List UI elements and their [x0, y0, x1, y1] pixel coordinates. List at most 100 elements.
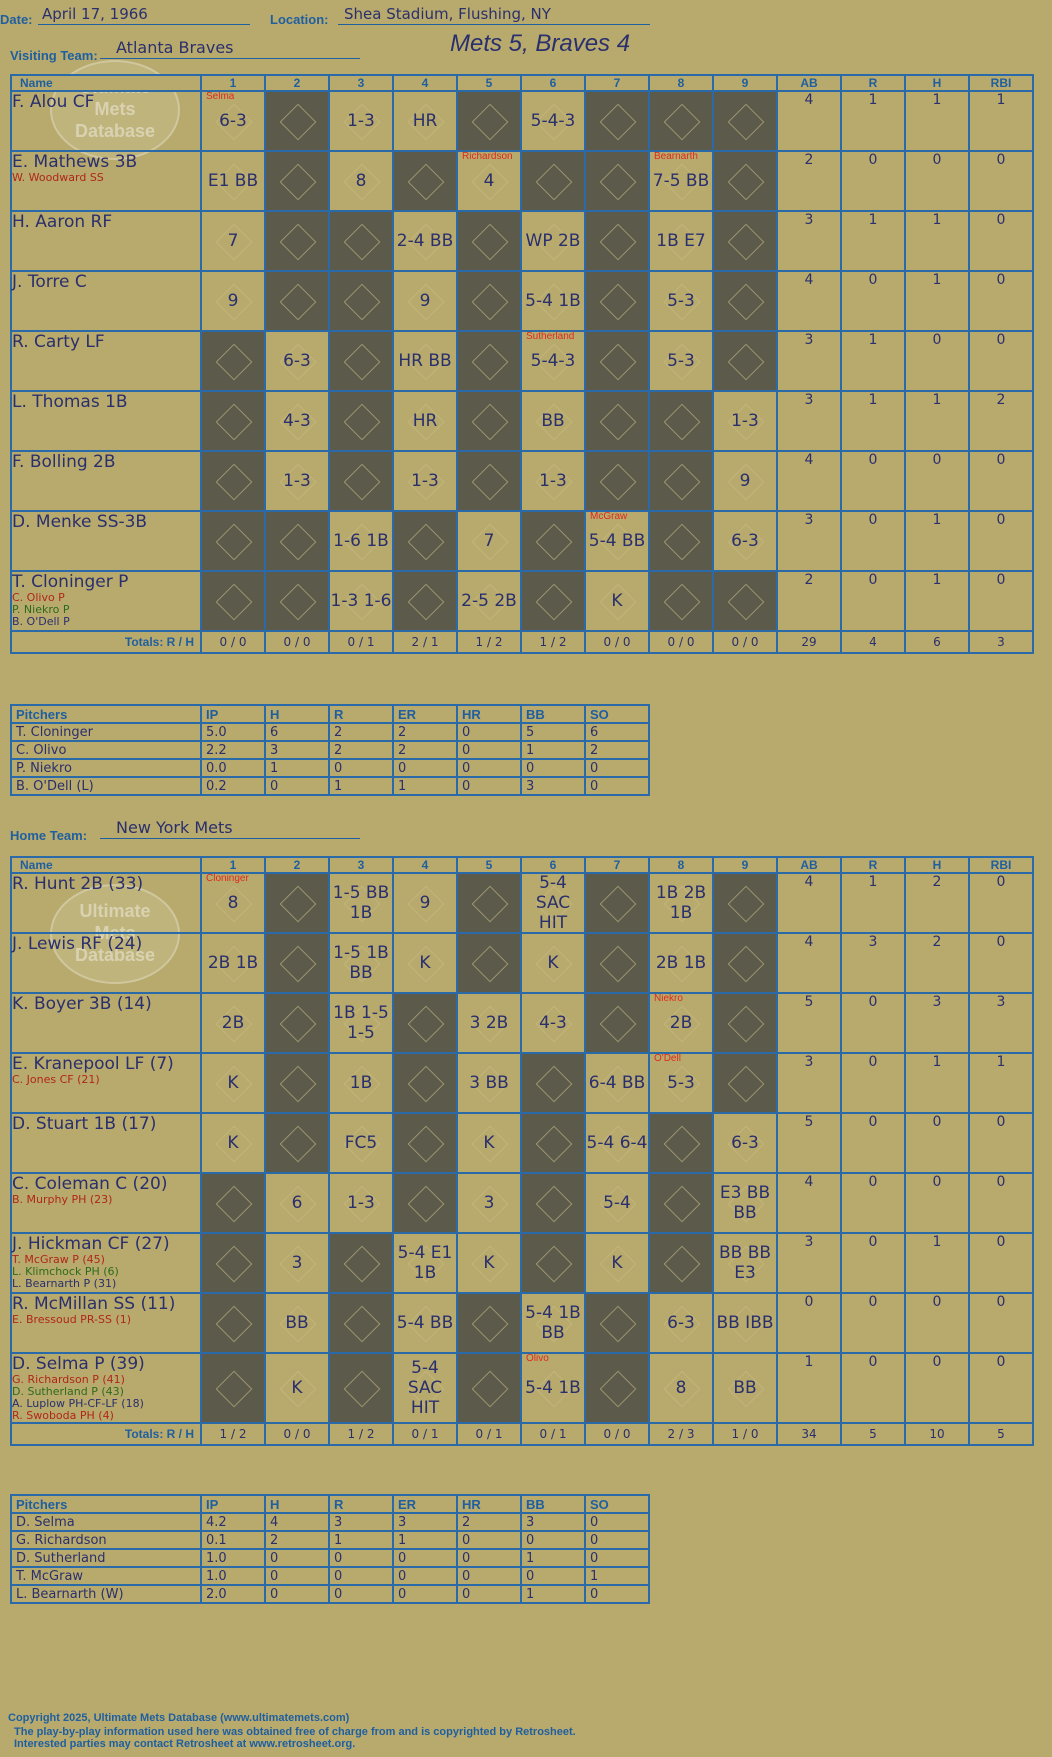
diamond-shape — [599, 1370, 637, 1408]
total-ab: 34 — [776, 1422, 842, 1446]
stat-rbi: 0 — [968, 270, 1034, 332]
diamond-shape — [471, 223, 509, 261]
pitch-col: R — [328, 704, 394, 724]
stat-rbi: 0 — [968, 1232, 1034, 1294]
play-result: HR BB — [398, 351, 452, 371]
pitcher-hr: 0 — [456, 758, 522, 778]
play-result: 3 BB — [469, 1073, 509, 1093]
col-rbi: RBI — [968, 74, 1034, 92]
at-bat-cell: 1-3 — [520, 450, 586, 512]
col-rbi: RBI — [968, 856, 1034, 874]
at-bat-cell: 5-3 — [648, 330, 714, 392]
diamond-shape — [599, 945, 637, 983]
play-result: 5-4-3 — [530, 111, 576, 131]
substitute-name: W. Woodward SS — [12, 171, 104, 184]
at-bat-cell: 1-3 — [328, 90, 394, 152]
col-inning-4: 4 — [392, 856, 458, 874]
at-bat-cell: 7 — [200, 210, 266, 272]
at-bat-cell: K — [200, 1052, 266, 1114]
play-result: 6 — [291, 1193, 303, 1213]
play-result: K — [483, 1133, 495, 1153]
batter-row: J. Torre C 9 9 5-4 1B 5-3 4 0 1 0 — [10, 270, 1034, 332]
stat-r: 0 — [840, 510, 906, 572]
at-bat-cell: 1B 1-5 1-5 — [328, 992, 394, 1054]
at-bat-cell — [200, 1232, 266, 1294]
at-bat-cell — [456, 1352, 522, 1424]
inning-total: 0 / 1 — [456, 1422, 522, 1446]
diamond-shape — [663, 523, 701, 561]
at-bat-cell — [712, 150, 778, 212]
pitcher-r: 0 — [328, 758, 394, 778]
stat-r: 1 — [840, 90, 906, 152]
diamond-shape — [471, 945, 509, 983]
at-bat-cell: 1-3 — [264, 450, 330, 512]
stat-r: 1 — [840, 210, 906, 272]
batter-name-text: T. Cloninger P — [12, 572, 129, 592]
diamond-shape — [727, 945, 765, 983]
play-result: K — [611, 1253, 623, 1273]
substitute-name: B. O'Dell P — [12, 615, 70, 628]
pitcher-er: 0 — [392, 1548, 458, 1568]
at-bat-cell: K — [456, 1232, 522, 1294]
diamond-shape — [727, 1065, 765, 1103]
diamond-shape — [279, 283, 317, 321]
pitch-col: SO — [584, 704, 650, 724]
at-bat-cell: K — [520, 932, 586, 994]
diamond-shape — [599, 463, 637, 501]
play-result: 1-3 — [411, 471, 439, 491]
inning-total: 0 / 0 — [584, 1422, 650, 1446]
diamond-shape — [279, 1125, 317, 1163]
play-result: 5-4 SAC HIT — [535, 873, 571, 933]
col-name: Name — [10, 856, 202, 874]
at-bat-cell — [648, 510, 714, 572]
at-bat-cell: 6 — [264, 1172, 330, 1234]
diamond-shape — [215, 403, 253, 441]
at-bat-cell — [264, 510, 330, 572]
at-bat-cell: BB — [712, 1352, 778, 1424]
pitcher-r: 0 — [328, 1584, 394, 1604]
at-bat-cell — [456, 1292, 522, 1354]
play-result: HR — [412, 111, 438, 131]
pitcher-r: 1 — [328, 1530, 394, 1550]
at-bat-cell: 6-3 — [264, 330, 330, 392]
stat-h: 1 — [904, 1052, 970, 1114]
batter-name-text: J. Hickman CF (27) — [12, 1234, 170, 1254]
pitcher-r: 2 — [328, 722, 394, 742]
at-bat-cell — [520, 1172, 586, 1234]
pitcher-hr: 2 — [456, 1512, 522, 1532]
play-result: 8 — [675, 1378, 687, 1398]
col-inning-1: 1 — [200, 856, 266, 874]
at-bat-cell: 1B — [328, 1052, 394, 1114]
diamond-shape — [599, 1005, 637, 1043]
diamond-shape — [279, 1005, 317, 1043]
diamond-shape — [599, 103, 637, 141]
visiting-team-label: Visiting Team: — [10, 48, 98, 63]
at-bat-cell: 5-4 SAC HIT — [520, 872, 586, 934]
inning-total: 0 / 0 — [200, 630, 266, 654]
play-result: 2-4 BB — [396, 231, 454, 251]
batter-name-text: D. Selma P (39) — [12, 1354, 145, 1374]
batter-row: J. Hickman CF (27) T. McGraw P (45) L. Kli… — [10, 1232, 1034, 1294]
col-inning-8: 8 — [648, 856, 714, 874]
diamond-shape — [663, 103, 701, 141]
diamond-shape — [727, 103, 765, 141]
diamond-shape — [279, 583, 317, 621]
at-bat-cell — [264, 90, 330, 152]
at-bat-cell — [264, 210, 330, 272]
inning-total: 0 / 0 — [264, 630, 330, 654]
col-inning-2: 2 — [264, 74, 330, 92]
pitcher-n: D. Sutherland — [10, 1548, 202, 1568]
diamond-shape — [215, 1370, 253, 1408]
stat-ab: 3 — [776, 210, 842, 272]
play-result: 9 — [227, 291, 239, 311]
inning-total: 0 / 1 — [392, 1422, 458, 1446]
batter-name-text: L. Thomas 1B — [12, 392, 128, 412]
diamond-shape — [407, 163, 445, 201]
stat-rbi: 0 — [968, 1292, 1034, 1354]
at-bat-cell — [456, 872, 522, 934]
stat-rbi: 0 — [968, 1112, 1034, 1174]
at-bat-cell — [392, 1052, 458, 1114]
inning-total: 0 / 0 — [712, 630, 778, 654]
play-result: 9 — [419, 291, 431, 311]
pitcher-row: D. Selma 4.2 4 3 3 2 3 0 — [10, 1512, 650, 1532]
